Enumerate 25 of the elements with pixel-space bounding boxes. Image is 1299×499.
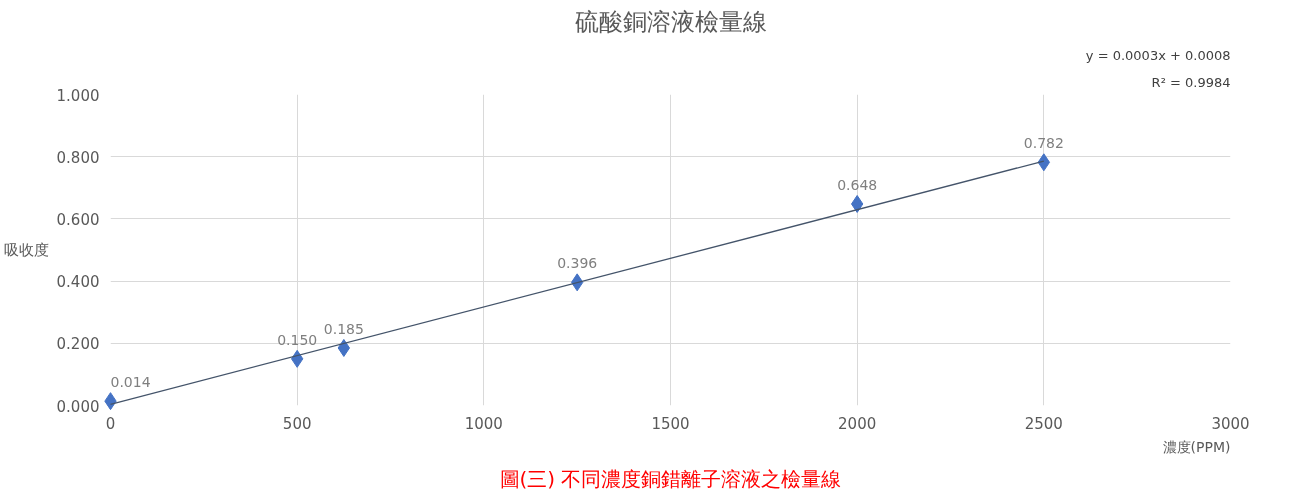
x-tick-label: 3000 (1211, 414, 1250, 433)
text: y = 0.0003x + 0.0008 (1085, 47, 1231, 63)
text: 圖(三) 不同濃度銅錯離子溶液之檢量線 (499, 466, 842, 491)
y-tick-label: 0.600 (56, 210, 100, 229)
data-label: 0.648 (837, 176, 878, 193)
y-axis-title: 吸收度 (3, 241, 49, 259)
y-tick-label: 0.200 (56, 335, 100, 354)
data-label: 0.185 (323, 320, 364, 337)
y-tick-label: 1.000 (56, 86, 100, 105)
x-axis-title: 濃度(PPM) (1162, 438, 1231, 455)
x-tick-label: 1500 (651, 414, 690, 433)
y-tick-label: 0.000 (56, 397, 100, 416)
data-label: 0.014 (110, 374, 151, 391)
text: R² = 0.9984 (1151, 74, 1231, 90)
x-tick-label: 1000 (464, 414, 503, 433)
y-tick-label: 0.400 (56, 273, 100, 292)
y-tick-label: 0.800 (56, 148, 100, 167)
chart-title: 硫酸銅溶液檢量線 (574, 7, 767, 36)
data-label: 0.396 (557, 255, 598, 272)
x-tick-label: 2500 (1024, 414, 1063, 433)
x-tick-label: 0 (105, 414, 116, 433)
x-tick-label: 500 (282, 414, 312, 433)
data-label: 0.150 (277, 331, 318, 348)
data-label: 0.782 (1023, 135, 1064, 152)
x-tick-label: 2000 (838, 414, 877, 433)
